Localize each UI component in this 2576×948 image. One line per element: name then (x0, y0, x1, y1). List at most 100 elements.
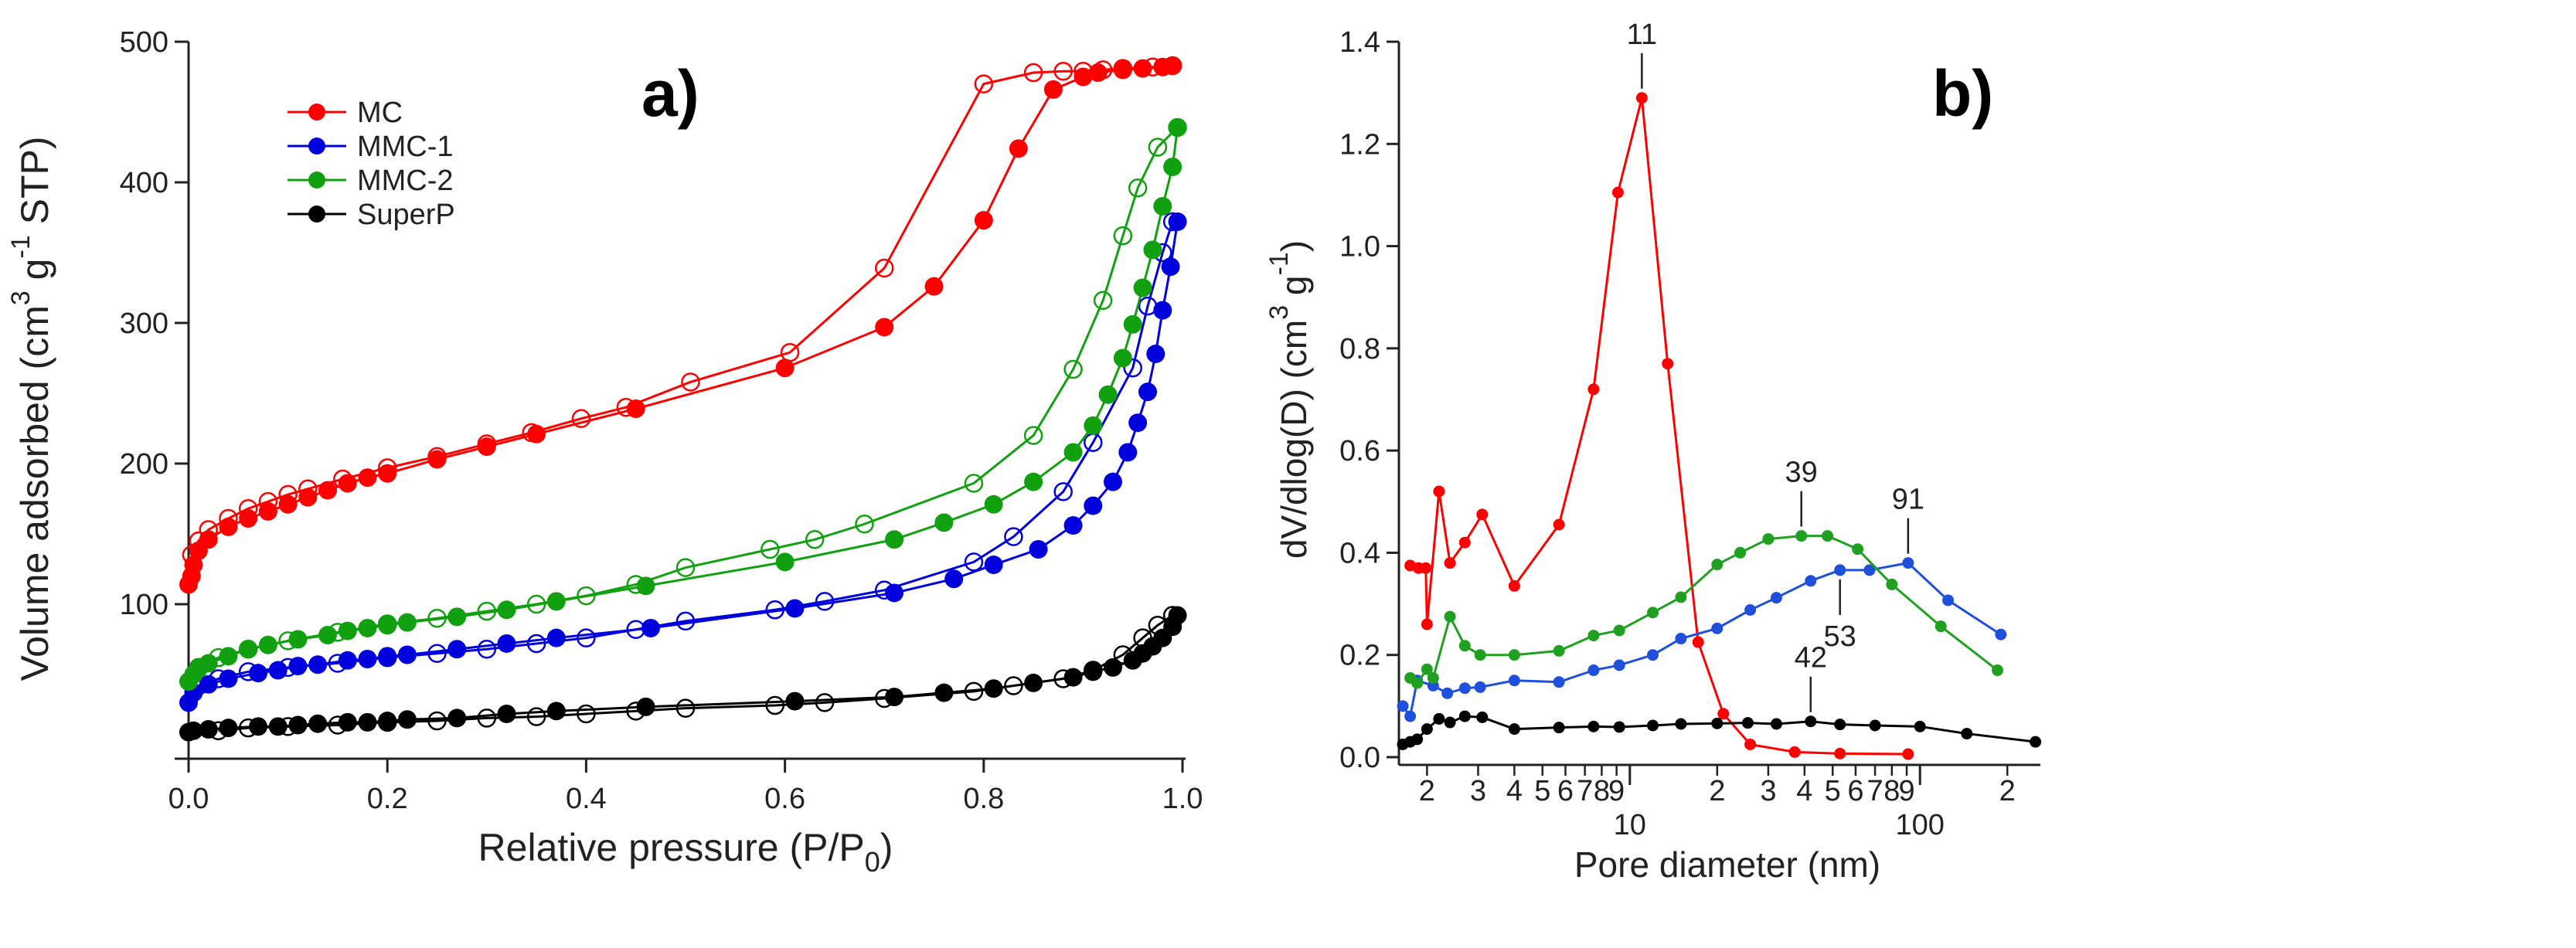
desorption-point (477, 639, 497, 659)
y-tick-label: 0.8 (1339, 333, 1380, 365)
adsorption-point (378, 647, 397, 666)
desorption-point (477, 601, 497, 621)
data-point (1942, 594, 1955, 607)
data-point (1397, 700, 1409, 712)
x-tick-label: 0.6 (764, 783, 805, 815)
adsorption-point (1168, 118, 1187, 138)
adsorption-point (249, 664, 268, 683)
data-point (1675, 718, 1687, 730)
adsorption-point (1024, 472, 1043, 491)
desorption-point (1113, 226, 1133, 246)
x-tick-label: 0.0 (168, 783, 209, 815)
data-point (1444, 557, 1456, 569)
data-point (1834, 719, 1846, 731)
adsorption-point (944, 569, 964, 589)
adsorption-point (199, 530, 218, 549)
adsorption-point (219, 719, 238, 738)
data-point (1805, 575, 1817, 587)
adsorption-point (477, 437, 496, 457)
adsorption-point (875, 318, 894, 337)
adsorption-point (318, 626, 338, 645)
peak-annotation: 53 (1824, 579, 1856, 653)
data-point (1992, 664, 2004, 677)
series-mmc-1 (179, 212, 1187, 712)
legend-marker (308, 104, 325, 121)
adsorption-point (1143, 240, 1162, 260)
data-point (1611, 186, 1624, 199)
data-point (1613, 721, 1625, 733)
data-point (1427, 671, 1439, 684)
adsorption-point (199, 719, 218, 739)
x-minor-tick-label: 9 (1608, 775, 1625, 807)
adsorption-point (1153, 301, 1172, 320)
adsorption-point (338, 651, 357, 670)
adsorption-point (447, 607, 467, 627)
x-minor-tick-label: 4 (1796, 775, 1812, 807)
data-point (1421, 723, 1433, 736)
data-point (1508, 674, 1520, 687)
adsorption-point (1163, 56, 1183, 75)
desorption-point (761, 539, 780, 559)
adsorption-point (199, 654, 218, 673)
desorption-point (675, 698, 696, 718)
data-point (1613, 624, 1625, 637)
adsorption-point (397, 710, 417, 729)
adsorption-point (219, 647, 238, 666)
data-point (1675, 633, 1687, 645)
adsorption-point (546, 702, 566, 721)
data-point (1834, 564, 1846, 576)
adsorption-point (497, 704, 516, 723)
adsorption-point (358, 649, 377, 668)
adsorption-point (1133, 278, 1152, 297)
adsorption-point (278, 494, 298, 514)
x-minor-tick-label: 6 (1557, 775, 1574, 807)
desorption-point (577, 586, 596, 606)
series-mc (179, 56, 1183, 594)
y-tick-label: 300 (120, 308, 168, 340)
y-tick-label: 500 (120, 26, 168, 59)
data-point (1711, 622, 1724, 634)
desorption-point (681, 372, 700, 392)
x-minor-tick-label: 6 (1847, 775, 1863, 807)
adsorption-point (378, 616, 397, 635)
adsorption-point (626, 399, 645, 419)
data-point (1411, 733, 1424, 746)
data-point (1692, 636, 1704, 648)
data-point (1553, 518, 1565, 531)
desorption-point (874, 258, 894, 278)
desorption-point (571, 409, 591, 429)
legend-marker (308, 206, 325, 223)
annotation-label: 91 (1892, 484, 1924, 516)
annotation-label: 39 (1785, 457, 1818, 489)
adsorption-point (1133, 59, 1152, 78)
desorption-point (815, 693, 835, 712)
x-minor-tick-label: 4 (1506, 775, 1523, 807)
data-point (1411, 677, 1424, 689)
adsorption-point (885, 583, 904, 603)
series-mmc-1 (1397, 557, 2007, 722)
legend-label: MMC-1 (357, 131, 454, 163)
data-point (1587, 630, 1600, 642)
y-tick-label: 100 (120, 589, 168, 621)
desorption-point (1128, 178, 1148, 198)
annotation-label: 53 (1824, 620, 1856, 653)
y-axis-label: Volume adsorbed (cm3 g-1 STP) (6, 136, 56, 681)
annotation-label: 42 (1795, 642, 1827, 674)
panel-label: a) (641, 57, 699, 130)
desorption-point (577, 704, 596, 724)
adsorption-point (258, 501, 277, 521)
y-tick-label: 0.6 (1339, 435, 1380, 467)
adsorption-line (187, 127, 1179, 682)
desorption-point (1004, 676, 1023, 695)
x-minor-tick-label: 7 (1866, 775, 1883, 807)
data-point (2030, 736, 2042, 748)
series-superp (1397, 710, 2042, 750)
y-tick-label: 0.4 (1339, 537, 1380, 569)
adsorption-line (187, 221, 1179, 704)
adsorption-point (1074, 67, 1093, 87)
peak-annotation: 91 (1892, 484, 1924, 554)
desorption-point (1023, 426, 1043, 445)
desorption-point (1093, 291, 1113, 311)
data-point (1458, 640, 1471, 652)
legend-entry-mmc-1: MMC-1 (288, 131, 454, 163)
